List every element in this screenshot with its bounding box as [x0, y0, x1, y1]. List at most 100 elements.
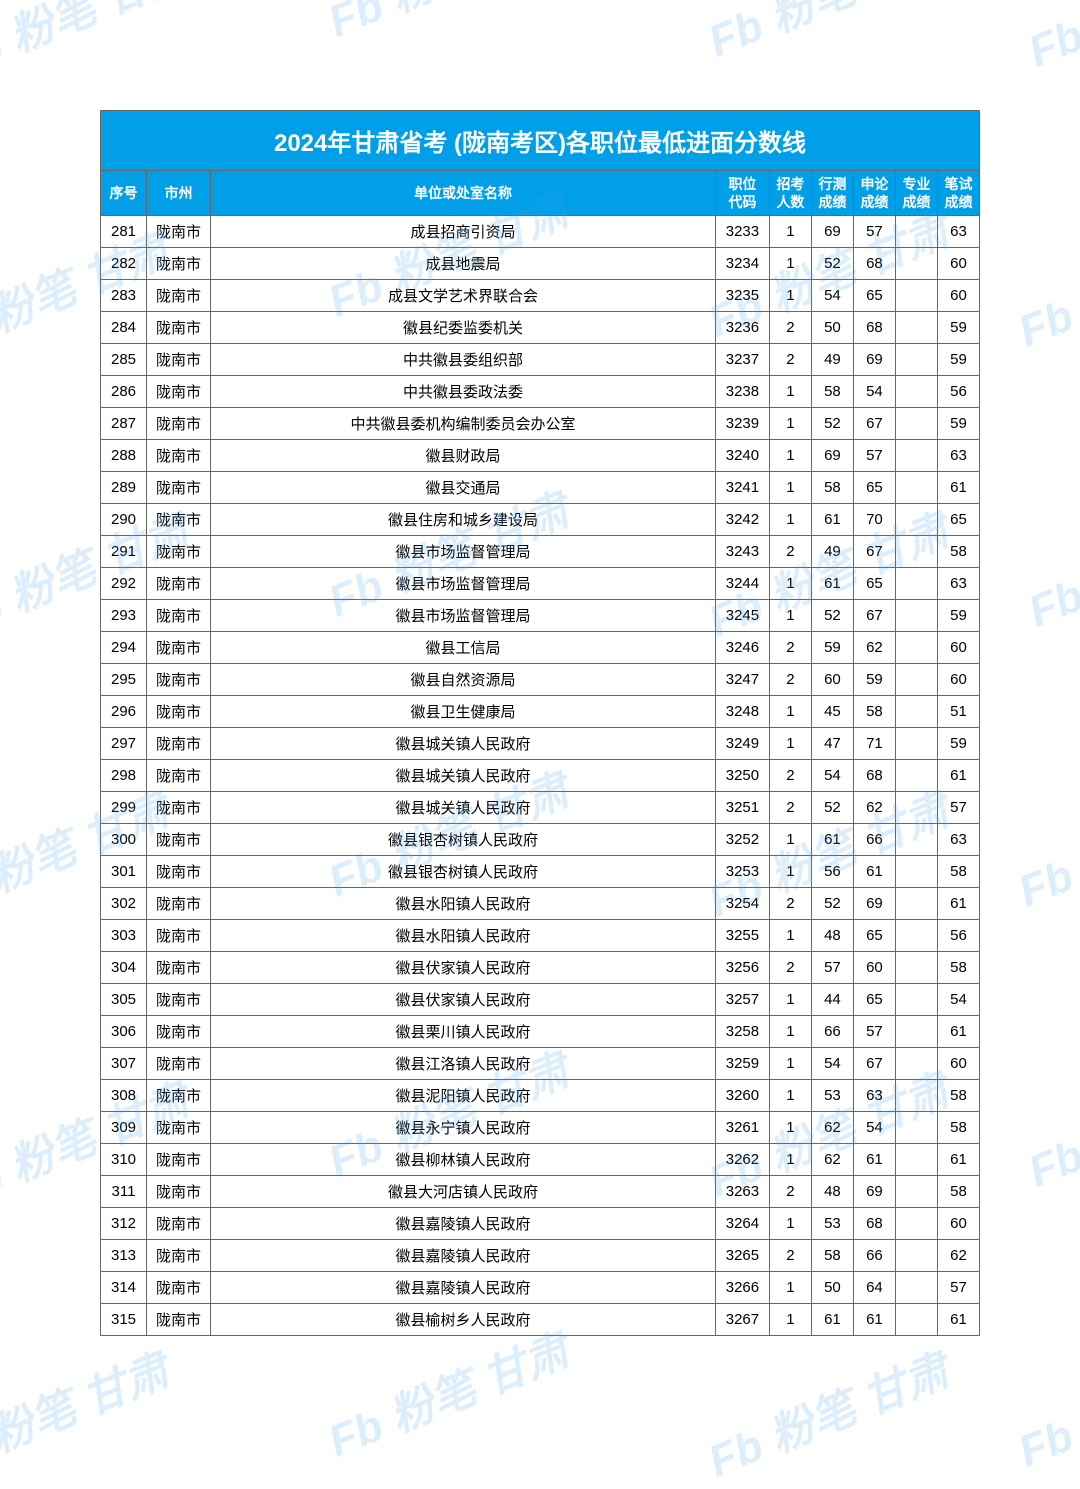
table-cell: 陇南市 [147, 504, 211, 536]
table-cell: 2 [769, 1176, 811, 1208]
table-cell: 1 [769, 1144, 811, 1176]
table-cell: 47 [811, 728, 853, 760]
table-cell: 60 [937, 664, 979, 696]
table-cell: 58 [937, 952, 979, 984]
table-cell: 71 [853, 728, 895, 760]
table-cell: 1 [769, 920, 811, 952]
table-cell: 50 [811, 1272, 853, 1304]
table-cell: 陇南市 [147, 1080, 211, 1112]
table-cell: 289 [101, 472, 147, 504]
table-row: 305陇南市徽县伏家镇人民政府32571446554 [101, 984, 980, 1016]
table-cell: 陇南市 [147, 696, 211, 728]
table-cell: 徽县交通局 [211, 472, 716, 504]
table-cell: 2 [769, 312, 811, 344]
table-cell: 1 [769, 472, 811, 504]
table-cell: 3249 [715, 728, 769, 760]
table-cell: 61 [853, 856, 895, 888]
table-cell: 52 [811, 888, 853, 920]
table-cell: 57 [853, 216, 895, 248]
column-header: 申论成绩 [853, 171, 895, 216]
table-cell: 297 [101, 728, 147, 760]
table-cell: 3247 [715, 664, 769, 696]
table-cell [895, 632, 937, 664]
table-cell: 66 [853, 1240, 895, 1272]
table-cell: 53 [811, 1080, 853, 1112]
table-cell: 3233 [715, 216, 769, 248]
table-cell: 307 [101, 1048, 147, 1080]
table-cell: 陇南市 [147, 1144, 211, 1176]
table-cell: 徽县泥阳镇人民政府 [211, 1080, 716, 1112]
table-cell: 60 [811, 664, 853, 696]
table-cell: 2 [769, 952, 811, 984]
table-cell [895, 344, 937, 376]
table-cell: 3239 [715, 408, 769, 440]
table-cell: 1 [769, 1080, 811, 1112]
table-cell: 284 [101, 312, 147, 344]
table-cell: 1 [769, 728, 811, 760]
table-cell: 3244 [715, 568, 769, 600]
table-cell: 65 [853, 920, 895, 952]
table-cell: 282 [101, 248, 147, 280]
watermark-text: Fb 粉笔 甘肃 [1017, 1045, 1080, 1200]
table-cell [895, 952, 937, 984]
table-cell: 287 [101, 408, 147, 440]
table-cell: 52 [811, 792, 853, 824]
table-cell: 70 [853, 504, 895, 536]
table-cell: 58 [811, 376, 853, 408]
table-body: 281陇南市成县招商引资局32331695763282陇南市成县地震局32341… [101, 216, 980, 1336]
table-cell: 63 [937, 440, 979, 472]
table-cell: 288 [101, 440, 147, 472]
table-cell: 徽县城关镇人民政府 [211, 792, 716, 824]
table-cell: 陇南市 [147, 632, 211, 664]
table-cell: 59 [937, 312, 979, 344]
table-cell: 54 [811, 280, 853, 312]
table-cell: 陇南市 [147, 600, 211, 632]
table-cell: 陇南市 [147, 888, 211, 920]
table-cell: 陇南市 [147, 280, 211, 312]
table-cell: 2 [769, 344, 811, 376]
table-cell: 徽县江洛镇人民政府 [211, 1048, 716, 1080]
table-cell [895, 472, 937, 504]
table-row: 292陇南市徽县市场监督管理局32441616563 [101, 568, 980, 600]
table-cell: 陇南市 [147, 472, 211, 504]
table-cell [895, 1272, 937, 1304]
table-cell [895, 920, 937, 952]
table-row: 289陇南市徽县交通局32411586561 [101, 472, 980, 504]
table-row: 283陇南市成县文学艺术界联合会32351546560 [101, 280, 980, 312]
table-cell: 3261 [715, 1112, 769, 1144]
table-cell: 309 [101, 1112, 147, 1144]
table-cell [895, 1176, 937, 1208]
table-cell: 3259 [715, 1048, 769, 1080]
table-cell: 成县地震局 [211, 248, 716, 280]
table-cell: 65 [853, 472, 895, 504]
table-cell [895, 696, 937, 728]
table-cell: 60 [937, 280, 979, 312]
table-cell: 2 [769, 760, 811, 792]
table-cell [895, 280, 937, 312]
table-cell: 徽县卫生健康局 [211, 696, 716, 728]
table-row: 294陇南市徽县工信局32462596260 [101, 632, 980, 664]
table-cell: 1 [769, 856, 811, 888]
table-cell: 1 [769, 504, 811, 536]
table-cell: 69 [853, 888, 895, 920]
column-header: 招考人数 [769, 171, 811, 216]
table-cell: 314 [101, 1272, 147, 1304]
table-cell: 61 [937, 760, 979, 792]
table-cell: 61 [937, 472, 979, 504]
table-row: 284陇南市徽县纪委监委机关32362506859 [101, 312, 980, 344]
table-cell: 61 [937, 1304, 979, 1336]
table-cell: 徽县嘉陵镇人民政府 [211, 1240, 716, 1272]
table-cell: 3264 [715, 1208, 769, 1240]
table-row: 310陇南市徽县柳林镇人民政府32621626161 [101, 1144, 980, 1176]
table-cell: 1 [769, 824, 811, 856]
table-cell: 60 [937, 1208, 979, 1240]
table-cell: 3238 [715, 376, 769, 408]
table-cell [895, 568, 937, 600]
table-cell: 63 [853, 1080, 895, 1112]
table-cell: 3240 [715, 440, 769, 472]
table-cell: 陇南市 [147, 376, 211, 408]
table-cell: 陇南市 [147, 344, 211, 376]
table-cell: 61 [811, 824, 853, 856]
table-cell: 2 [769, 792, 811, 824]
table-cell: 陇南市 [147, 792, 211, 824]
